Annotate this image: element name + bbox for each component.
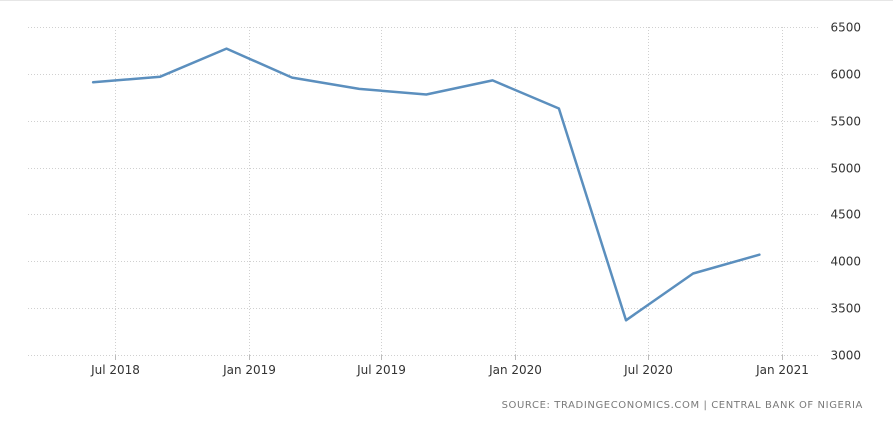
series-line bbox=[91, 47, 761, 322]
x-tick-label: Jul 2020 bbox=[623, 363, 673, 377]
x-tick-label: Jan 2019 bbox=[222, 363, 276, 377]
y-tick-label: 6000 bbox=[830, 68, 861, 82]
y-tick-label: 3000 bbox=[830, 349, 861, 363]
grid bbox=[28, 27, 820, 356]
x-axis: Jul 2018 Jan 2019 Jul 2019 Jan 2020 Jul 2020… bbox=[90, 355, 809, 377]
y-tick-label: 6500 bbox=[830, 21, 861, 35]
y-axis: 3000 3500 4000 4500 5000 5500 6000 6500 bbox=[830, 21, 861, 363]
y-tick-label: 5000 bbox=[830, 162, 861, 176]
y-tick-label: 3500 bbox=[830, 302, 861, 316]
x-tick-label: Jul 2019 bbox=[356, 363, 406, 377]
x-tick-label: Jan 2020 bbox=[488, 363, 542, 377]
y-tick-label: 4500 bbox=[830, 208, 861, 222]
y-tick-label: 5500 bbox=[830, 115, 861, 129]
x-tick-label: Jan 2021 bbox=[755, 363, 809, 377]
y-tick-label: 4000 bbox=[830, 255, 861, 269]
source-note: SOURCE: TRADINGECONOMICS.COM | CENTRAL B… bbox=[501, 400, 863, 411]
x-tick-label: Jul 2018 bbox=[90, 363, 140, 377]
